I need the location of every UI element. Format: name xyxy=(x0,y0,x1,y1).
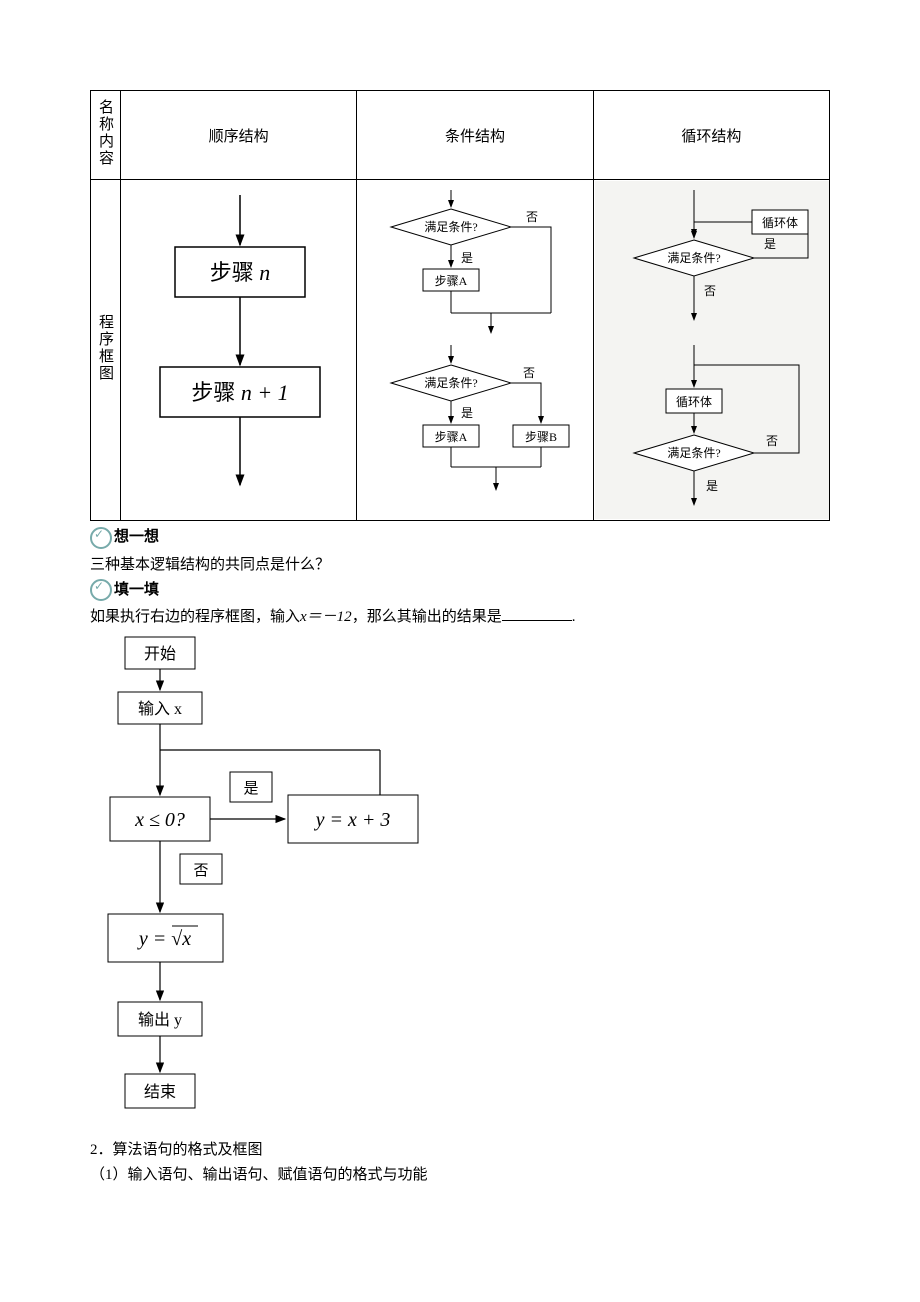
row-header-2: 程序框图 xyxy=(91,180,121,521)
svg-text:满足条件?: 满足条件? xyxy=(425,220,478,234)
svg-text:步骤 n: 步骤 n xyxy=(210,260,271,285)
think-text: 三种基本逻辑结构的共同点是什么？ xyxy=(90,553,830,574)
svg-text:否: 否 xyxy=(523,366,535,380)
fill-heading: 填一填 xyxy=(90,578,830,602)
cell-cond: 满足条件? 否 是 步骤A 满足条件? xyxy=(357,180,593,521)
seq-flowchart: 步骤 n 步骤 n + 1 xyxy=(125,185,355,515)
row-header-1: 名称内容 xyxy=(91,91,121,180)
svg-text:否: 否 xyxy=(704,284,716,298)
check-circle-icon xyxy=(90,579,112,601)
cell-loop: 满足条件? 是 循环体 否 xyxy=(593,180,829,521)
svg-text:否: 否 xyxy=(193,863,208,879)
svg-text:y = x + 3: y = x + 3 xyxy=(314,809,391,831)
svg-text:步骤B: 步骤B xyxy=(525,430,557,444)
svg-text:满足条件?: 满足条件? xyxy=(425,376,478,390)
svg-text:满足条件?: 满足条件? xyxy=(667,446,720,460)
loop-flowchart: 满足条件? 是 循环体 否 xyxy=(594,180,830,520)
svg-text:是: 是 xyxy=(764,237,776,251)
section2-line1: 2．算法语句的格式及框图 xyxy=(90,1138,830,1159)
flowchart-2: 开始 输入 x x ≤ 0? 是 y = x + 3 否 y = √x 输出 y… xyxy=(100,632,830,1132)
svg-text:否: 否 xyxy=(526,210,538,224)
fill-blank xyxy=(502,605,572,621)
svg-text:结束: 结束 xyxy=(144,1083,176,1101)
svg-text:步骤 n + 1: 步骤 n + 1 xyxy=(191,380,288,405)
svg-text:步骤A: 步骤A xyxy=(435,274,468,288)
svg-text:是: 是 xyxy=(461,251,473,265)
think-heading: 想一想 xyxy=(90,525,830,549)
section2-line2: （1）输入语句、输出语句、赋值语句的格式与功能 xyxy=(90,1163,830,1184)
svg-text:否: 否 xyxy=(766,434,778,448)
fill-text: 如果执行右边的程序框图，输入x＝－12，那么其输出的结果是. xyxy=(90,605,830,626)
svg-text:输入 x: 输入 x xyxy=(138,700,182,718)
svg-text:是: 是 xyxy=(243,781,258,797)
cell-seq: 步骤 n 步骤 n + 1 xyxy=(121,180,357,521)
svg-text:步骤A: 步骤A xyxy=(435,430,468,444)
svg-text:满足条件?: 满足条件? xyxy=(667,251,720,265)
svg-text:是: 是 xyxy=(706,479,718,493)
col-header-loop: 循环结构 xyxy=(593,91,829,180)
cond-flowchart: 满足条件? 否 是 步骤A 满足条件? xyxy=(361,185,591,515)
col-header-cond: 条件结构 xyxy=(357,91,593,180)
structures-table: 名称内容 顺序结构 条件结构 循环结构 程序框图 步骤 n 步骤 n + 1 xyxy=(90,90,830,521)
svg-text:开始: 开始 xyxy=(144,645,176,663)
svg-text:循环体: 循环体 xyxy=(762,216,798,230)
col-header-seq: 顺序结构 xyxy=(121,91,357,180)
svg-text:是: 是 xyxy=(461,406,473,420)
svg-text:x ≤ 0?: x ≤ 0? xyxy=(134,809,185,831)
check-circle-icon xyxy=(90,527,112,549)
svg-text:输出 y: 输出 y xyxy=(138,1011,182,1029)
svg-text:循环体: 循环体 xyxy=(676,395,712,409)
svg-text:y = √x: y = √x xyxy=(137,928,191,950)
